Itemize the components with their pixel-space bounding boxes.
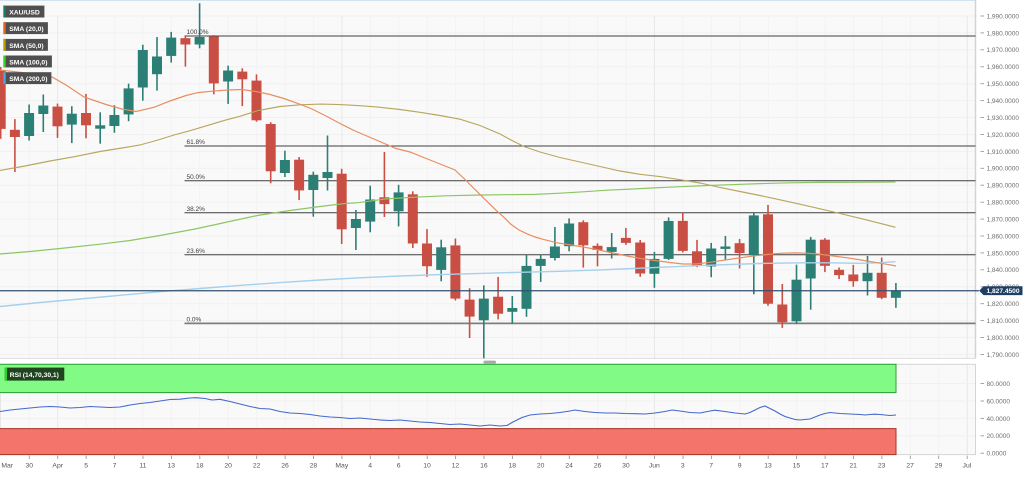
svg-text:29: 29 — [935, 463, 943, 470]
svg-text:23.6%: 23.6% — [187, 248, 206, 255]
svg-text:13: 13 — [168, 463, 176, 470]
svg-text:7: 7 — [113, 463, 117, 470]
svg-text:May: May — [335, 463, 348, 470]
svg-text:1,840.0000: 1,840.0000 — [987, 267, 1020, 274]
svg-text:1,810.0000: 1,810.0000 — [987, 318, 1020, 325]
svg-text:28: 28 — [310, 463, 318, 470]
svg-text:1,820.0000: 1,820.0000 — [987, 301, 1020, 308]
svg-text:RSI (14,70,30,1): RSI (14,70,30,1) — [10, 372, 59, 379]
svg-text:26: 26 — [594, 463, 602, 470]
svg-text:SMA (20,0): SMA (20,0) — [9, 26, 44, 33]
svg-text:38.2%: 38.2% — [187, 206, 206, 213]
svg-text:1,800.0000: 1,800.0000 — [987, 335, 1020, 342]
svg-text:100.0%: 100.0% — [187, 29, 209, 36]
svg-text:16: 16 — [480, 463, 488, 470]
svg-text:24: 24 — [565, 463, 573, 470]
svg-text:20: 20 — [224, 463, 232, 470]
svg-text:26: 26 — [281, 463, 289, 470]
svg-text:Jul: Jul — [963, 463, 972, 470]
svg-text:1,890.0000: 1,890.0000 — [987, 183, 1020, 190]
svg-text:18: 18 — [196, 463, 204, 470]
svg-text:SMA (50,0): SMA (50,0) — [9, 43, 44, 50]
svg-text:3: 3 — [681, 463, 685, 470]
svg-text:9: 9 — [738, 463, 742, 470]
svg-text:1,850.0000: 1,850.0000 — [987, 250, 1020, 257]
svg-text:18: 18 — [509, 463, 517, 470]
svg-text:Mar: Mar — [1, 463, 13, 470]
svg-text:27: 27 — [906, 463, 914, 470]
svg-text:Apr: Apr — [52, 463, 63, 470]
svg-text:1,827.4500: 1,827.4500 — [987, 288, 1020, 295]
svg-text:0.0000: 0.0000 — [987, 451, 1007, 458]
svg-text:0.0%: 0.0% — [187, 317, 202, 324]
svg-text:XAU/USD: XAU/USD — [9, 10, 40, 17]
svg-text:1,930.0000: 1,930.0000 — [987, 115, 1020, 122]
svg-text:21: 21 — [849, 463, 857, 470]
svg-text:1,920.0000: 1,920.0000 — [987, 132, 1020, 139]
svg-text:10: 10 — [423, 463, 431, 470]
svg-text:6: 6 — [397, 463, 401, 470]
svg-text:12: 12 — [452, 463, 460, 470]
svg-text:20.0000: 20.0000 — [987, 433, 1011, 440]
svg-text:20: 20 — [537, 463, 545, 470]
svg-text:60.0000: 60.0000 — [987, 398, 1011, 405]
svg-text:11: 11 — [139, 463, 146, 470]
svg-text:1,990.0000: 1,990.0000 — [987, 13, 1020, 20]
svg-text:30: 30 — [622, 463, 630, 470]
svg-text:1,980.0000: 1,980.0000 — [987, 30, 1020, 37]
svg-text:7: 7 — [709, 463, 713, 470]
svg-text:50.0%: 50.0% — [187, 174, 206, 181]
svg-text:13: 13 — [764, 463, 772, 470]
svg-text:22: 22 — [253, 463, 261, 470]
svg-text:4: 4 — [368, 463, 372, 470]
svg-text:1,910.0000: 1,910.0000 — [987, 149, 1020, 156]
svg-text:40.0000: 40.0000 — [987, 416, 1011, 423]
svg-text:1,880.0000: 1,880.0000 — [987, 200, 1020, 207]
svg-text:61.8%: 61.8% — [187, 139, 206, 146]
svg-text:SMA (100,0): SMA (100,0) — [9, 60, 47, 67]
svg-text:1,870.0000: 1,870.0000 — [987, 217, 1020, 224]
svg-text:1,900.0000: 1,900.0000 — [987, 166, 1020, 173]
svg-text:30: 30 — [26, 463, 34, 470]
svg-text:Jun: Jun — [649, 463, 660, 470]
svg-text:SMA (200,0): SMA (200,0) — [9, 76, 47, 83]
svg-text:1,860.0000: 1,860.0000 — [987, 233, 1020, 240]
svg-text:1,960.0000: 1,960.0000 — [987, 64, 1020, 71]
svg-text:80.0000: 80.0000 — [987, 381, 1011, 388]
svg-text:23: 23 — [878, 463, 886, 470]
svg-text:1,790.0000: 1,790.0000 — [987, 352, 1020, 359]
svg-text:1,970.0000: 1,970.0000 — [987, 47, 1020, 54]
svg-text:5: 5 — [84, 463, 88, 470]
svg-text:15: 15 — [793, 463, 801, 470]
svg-text:1,950.0000: 1,950.0000 — [987, 81, 1020, 88]
svg-text:17: 17 — [821, 463, 829, 470]
svg-text:1,940.0000: 1,940.0000 — [987, 98, 1020, 105]
